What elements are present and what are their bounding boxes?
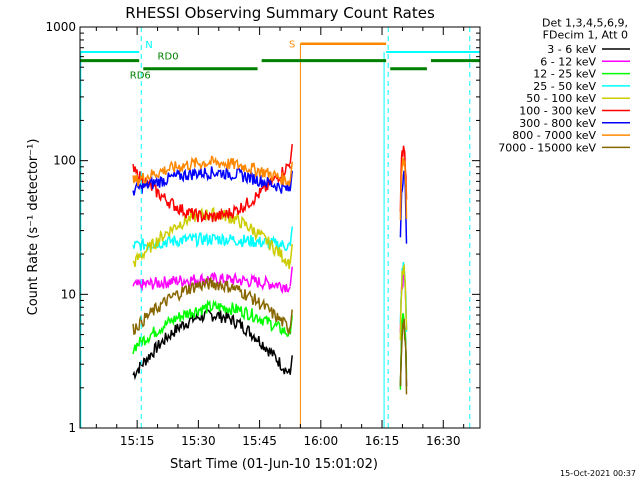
legend-label: 50 - 100 keV	[526, 92, 596, 105]
decimation-label-rd6: RD6	[130, 71, 151, 82]
y-axis-label: Count Rate (s⁻¹ detector⁻¹)	[26, 139, 41, 316]
series-spike	[289, 243, 293, 264]
series-spike	[289, 161, 293, 182]
x-tick-label: 16:00	[304, 434, 339, 448]
series-line-seg1	[132, 308, 291, 381]
series-line-seg1	[132, 232, 291, 252]
legend-label: 7000 - 15000 keV	[498, 141, 596, 154]
night-flag-label: N	[145, 40, 152, 51]
x-tick-label: 15:30	[181, 434, 216, 448]
legend-label: 25 - 50 keV	[533, 80, 596, 93]
decimation-label-rd0: RD0	[158, 52, 179, 63]
y-tick-label: 100	[53, 154, 76, 168]
series-spike	[289, 266, 293, 287]
x-tick-label: 16:15	[365, 434, 400, 448]
x-tick-label: 15:15	[120, 434, 155, 448]
x-tick-label: 16:30	[426, 434, 461, 448]
legend-label: 6 - 12 keV	[540, 55, 596, 68]
chart-title: RHESSI Observing Summary Count Rates	[125, 4, 435, 22]
series-spike	[289, 226, 293, 247]
series-line-seg1	[132, 277, 291, 336]
y-tick-label: 1000	[45, 20, 76, 34]
series-line-seg2	[399, 263, 408, 341]
legend-label: 100 - 300 keV	[519, 105, 596, 118]
legend-header: FDecim 1, Att 0	[543, 29, 628, 42]
flag-layer: N S RD0 RD6	[80, 27, 480, 428]
series-8	[132, 155, 408, 221]
series-line-seg2	[399, 157, 408, 221]
legend-label: 3 - 6 keV	[547, 43, 596, 56]
saa-flag-label: S	[289, 40, 295, 51]
legend-label: 800 - 7000 keV	[512, 129, 596, 142]
x-axis-label: Start Time (01-Jun-10 15:01:02)	[170, 457, 378, 472]
series-spike	[289, 170, 293, 191]
y-tick-label: 1	[68, 421, 76, 435]
axis-layer: 1 10 100 1000 15:15 15:30 15:45 16:00 16:15 16:30	[45, 20, 480, 448]
series-spike	[289, 355, 293, 375]
series-9	[132, 277, 408, 395]
data-layer	[132, 144, 408, 395]
x-tick-label: 15:45	[242, 434, 277, 448]
legend-label: 300 - 800 keV	[519, 117, 596, 130]
series-line-seg1	[132, 271, 291, 295]
y-tick-label: 10	[61, 287, 76, 301]
series-line-seg2	[399, 318, 408, 395]
legend-label: 12 - 25 keV	[533, 68, 596, 81]
series-line-seg1	[132, 155, 291, 187]
series-spike	[289, 144, 293, 164]
series-line-seg1	[132, 299, 291, 355]
footer-timestamp: 15-Oct-2021 00:37	[560, 469, 636, 478]
series-line-seg1	[132, 165, 291, 196]
legend-header: Det 1,3,4,5,6,9,	[542, 16, 628, 29]
series-spike	[289, 309, 293, 330]
